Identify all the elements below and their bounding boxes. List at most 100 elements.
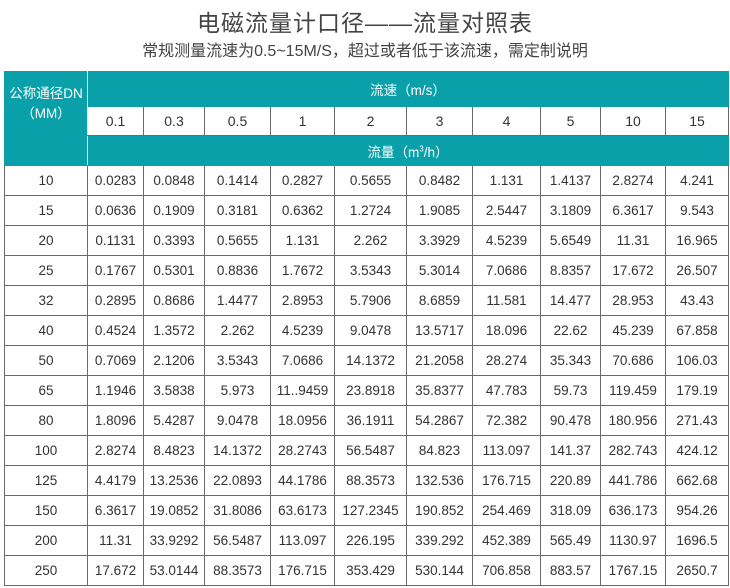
- velocity-cell: 4: [472, 106, 541, 136]
- flow-cell: 1.2724: [334, 195, 407, 226]
- flow-cell: 1.131: [472, 165, 541, 196]
- flow-cell: 1.3572: [143, 315, 205, 346]
- flow-cell: 9.0478: [204, 405, 271, 436]
- flow-cell: 88.3573: [334, 465, 407, 496]
- dn-cell: 10: [4, 165, 88, 196]
- flow-cell: 0.3181: [204, 195, 271, 226]
- flow-cell: 56.5487: [204, 525, 271, 556]
- flow-cell: 14.1372: [334, 345, 407, 376]
- dn-cell: 150: [4, 495, 88, 526]
- flow-cell: 2650.7: [664, 555, 730, 586]
- flow-cell: 23.8918: [334, 375, 407, 406]
- flow-cell: 441.786: [600, 465, 666, 496]
- flow-cell: 53.0144: [143, 555, 205, 586]
- flow-cell: 0.5655: [334, 165, 407, 196]
- flow-cell: 13.2536: [143, 465, 205, 496]
- flow-cell: 72.382: [472, 405, 541, 436]
- flow-cell: 13.5717: [406, 315, 473, 346]
- flow-cell: 1.8096: [87, 405, 144, 436]
- dn-cell: 20: [4, 225, 88, 256]
- flow-cell: 28.274: [472, 345, 541, 376]
- flow-cell: 0.1131: [87, 225, 144, 256]
- flow-cell: 35.8377: [406, 375, 473, 406]
- flow-cell: 19.0852: [143, 495, 205, 526]
- table-row: 15 0.0636 0.1909 0.3181 0.6362 1.2724 1.9085 2.…: [4, 195, 730, 226]
- velocity-cell: 1: [270, 106, 335, 136]
- dn-header-line1: 公称通径DN: [9, 85, 83, 101]
- table-row: 65 1.1946 3.5838 5.973 11..9459 23.8918 35.837…: [4, 375, 730, 406]
- table-row: 25 0.1767 0.5301 0.8836 1.7672 3.5343 5.3014 7.…: [4, 255, 730, 286]
- table-row: 200 11.31 33.9292 56.5487 113.097 226.195 339.…: [4, 525, 730, 556]
- velocity-cell: 0.5: [204, 106, 271, 136]
- flow-cell: 113.097: [270, 525, 335, 556]
- flow-cell: 132.536: [406, 465, 473, 496]
- flow-cell: 0.5655: [204, 225, 271, 256]
- flow-cell: 21.2058: [406, 345, 473, 376]
- table-row: 20 0.1131 0.3393 0.5655 1.131 2.262 3.3929 4.52…: [4, 225, 730, 256]
- flow-cell: 179.19: [664, 375, 730, 406]
- flow-cell: 254.469: [472, 495, 541, 526]
- flow-cell: 636.173: [600, 495, 666, 526]
- flow-cell: 0.1909: [143, 195, 205, 226]
- flow-cell: 3.3929: [406, 225, 473, 256]
- page-subtitle: 常规测量流速为0.5~15M/S，超过或者低于该流速，需定制说明: [142, 43, 588, 60]
- flow-cell: 2.262: [204, 315, 271, 346]
- velocity-row: 0.1 0.3 0.5 1 2 3 4 5 10 15: [5, 106, 730, 136]
- flow-cell: 36.1911: [334, 405, 407, 436]
- flow-cell: 35.343: [540, 345, 601, 376]
- flow-cell: 8.8357: [540, 255, 601, 286]
- page-title: 电磁流量计口径——流量对照表: [197, 10, 533, 36]
- flow-cell: 1.1946: [87, 375, 144, 406]
- flow-cell: 452.389: [472, 525, 541, 556]
- flow-cell: 22.0893: [204, 465, 271, 496]
- flow-cell: 7.0686: [472, 255, 541, 286]
- flow-cell: 84.823: [406, 435, 473, 466]
- flow-cell: 56.5487: [334, 435, 407, 466]
- dn-cell: 15: [4, 195, 88, 226]
- flow-cell: 11.31: [87, 525, 144, 556]
- flow-cell: 1696.5: [664, 525, 730, 556]
- table-row: 125 4.4179 13.2536 22.0893 44.1786 88.3573 132…: [4, 465, 730, 496]
- flow-table: 公称通径DN （MM） 流速（m/s） 0.1 0.3 0.5 1 2 3 4 5 10 15 流…: [4, 71, 730, 586]
- flow-cell: 3.5343: [204, 345, 271, 376]
- flow-cell: 2.8953: [270, 285, 335, 316]
- dn-cell: 50: [4, 345, 88, 376]
- velocity-cell: 5: [540, 106, 601, 136]
- flow-cell: 47.783: [472, 375, 541, 406]
- flow-cell: 11.581: [472, 285, 541, 316]
- flow-cell: 1.4137: [540, 165, 601, 196]
- flow-cell: 127.2345: [334, 495, 407, 526]
- table-row: 50 0.7069 2.1206 3.5343 7.0686 14.1372 21.2058…: [4, 345, 730, 376]
- flow-cell: 2.8274: [87, 435, 144, 466]
- flow-cell: 5.6549: [540, 225, 601, 256]
- flow-cell: 67.858: [664, 315, 730, 346]
- flow-cell: 0.5301: [143, 255, 205, 286]
- flow-cell: 4.5239: [270, 315, 335, 346]
- flow-cell: 0.2827: [270, 165, 335, 196]
- flow-cell: 43.43: [664, 285, 730, 316]
- flow-cell: 11.31: [600, 225, 666, 256]
- flow-cell: 0.1767: [87, 255, 144, 286]
- flow-cell: 706.858: [472, 555, 541, 586]
- flow-cell: 14.477: [540, 285, 601, 316]
- flow-cell: 565.49: [540, 525, 601, 556]
- flow-cell: 1767.15: [600, 555, 666, 586]
- flow-cell: 2.5447: [472, 195, 541, 226]
- flow-cell: 1.4477: [204, 285, 271, 316]
- flow-cell: 26.507: [664, 255, 730, 286]
- flow-cell: 339.292: [406, 525, 473, 556]
- dn-cell: 250: [4, 555, 88, 586]
- flow-cell: 7.0686: [270, 345, 335, 376]
- flow-cell: 4.5239: [472, 225, 541, 256]
- dn-cell: 25: [4, 255, 88, 286]
- dn-header: 公称通径DN （MM）: [4, 71, 88, 136]
- flow-cell: 4.4179: [87, 465, 144, 496]
- flow-cell: 2.8274: [600, 165, 666, 196]
- velocity-header: 流速（m/s）: [86, 71, 730, 107]
- flow-cell: 3.5343: [334, 255, 407, 286]
- flow-cell: 63.6173: [270, 495, 335, 526]
- flow-cell: 28.2743: [270, 435, 335, 466]
- flow-cell: 226.195: [334, 525, 407, 556]
- flow-cell: 54.2867: [406, 405, 473, 436]
- flow-cell: 17.672: [600, 255, 666, 286]
